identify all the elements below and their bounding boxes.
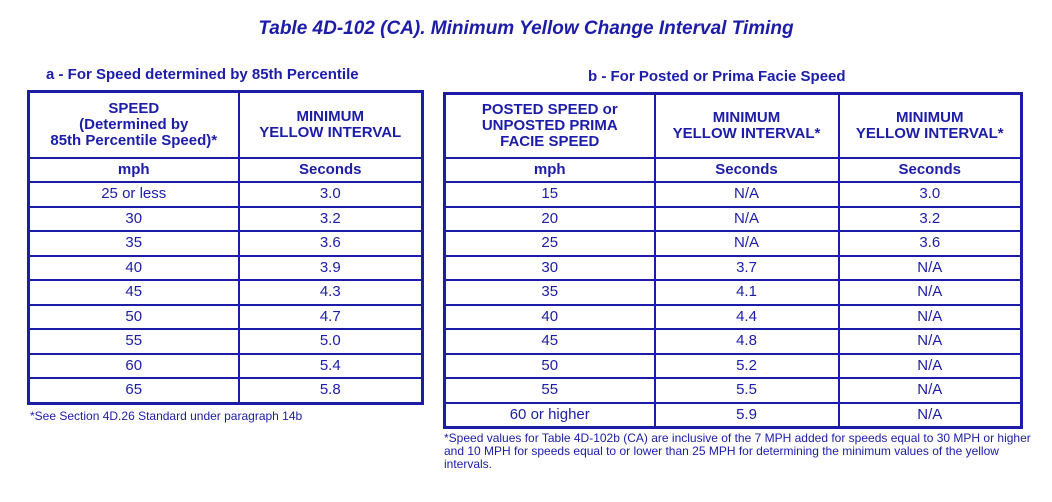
table-cell: 65: [27, 377, 240, 404]
table-row: 40 3.9: [27, 254, 424, 281]
table-row: 50 4.7: [27, 303, 424, 330]
table-cell: 15: [443, 181, 656, 208]
table-row: 60 5.4: [27, 352, 424, 379]
table-a-unit-seconds: Seconds: [237, 157, 424, 183]
table-row: 30 3.7 N/A: [443, 254, 1023, 281]
table-cell: N/A: [837, 377, 1023, 404]
table-cell: 5.5: [653, 377, 840, 404]
table-cell: N/A: [837, 352, 1023, 379]
table-cell: 20: [443, 205, 656, 232]
table-row: 35 4.1 N/A: [443, 279, 1023, 306]
table-cell: 30: [27, 205, 240, 232]
table-cell: 4.7: [237, 303, 424, 330]
table-cell: N/A: [653, 205, 840, 232]
table-cell: 40: [443, 303, 656, 330]
table-cell: 3.0: [237, 181, 424, 208]
table-a-body: 25 or less 3.0 30 3.2 35 3.6 40 3.9 45 4.3 50 4.7 55…: [27, 181, 424, 404]
table-b-unit-seconds-1: Seconds: [653, 157, 840, 183]
table-cell: 25 or less: [27, 181, 240, 208]
table-cell: 35: [27, 230, 240, 257]
table-cell: N/A: [837, 303, 1023, 330]
table-a-header-yellow: MINIMUM YELLOW INTERVAL: [237, 90, 424, 159]
table-row: 25 N/A 3.6: [443, 230, 1023, 257]
table-a-header-speed: SPEED (Determined by 85th Percentile Speed…: [27, 90, 240, 159]
table-row: 60 or higher 5.9 N/A: [443, 401, 1023, 429]
table-cell: 3.2: [237, 205, 424, 232]
table-row: 45 4.3: [27, 279, 424, 306]
table-cell: N/A: [653, 181, 840, 208]
table-a-subtitle: a - For Speed determined by 85th Percent…: [46, 66, 359, 83]
table-cell: 4.8: [653, 328, 840, 355]
table-row: 25 or less 3.0: [27, 181, 424, 208]
table-row: 15 N/A 3.0: [443, 181, 1023, 208]
table-cell: 3.6: [837, 230, 1023, 257]
table-cell: 3.0: [837, 181, 1023, 208]
table-cell: 45: [443, 328, 656, 355]
table-row: 40 4.4 N/A: [443, 303, 1023, 330]
table-b-body: 15 N/A 3.0 20 N/A 3.2 25 N/A 3.6 30 3.7 N/A 35 4.1 N/A…: [443, 181, 1023, 429]
table-a-note: *See Section 4D.26 Standard under paragr…: [30, 409, 303, 423]
table-row: 35 3.6: [27, 230, 424, 257]
table-cell: 60: [27, 352, 240, 379]
table-cell: 55: [443, 377, 656, 404]
table-cell: N/A: [837, 401, 1023, 429]
table-b-header-yellow-2: MINIMUM YELLOW INTERVAL*: [837, 92, 1023, 159]
table-row: 45 4.8 N/A: [443, 328, 1023, 355]
table-cell: N/A: [653, 230, 840, 257]
table-row: 30 3.2: [27, 205, 424, 232]
table-cell: 35: [443, 279, 656, 306]
table-row: 20 N/A 3.2: [443, 205, 1023, 232]
table-b-note: *Speed values for Table 4D-102b (CA) are…: [444, 431, 1031, 471]
table-cell: 50: [27, 303, 240, 330]
table-cell: 45: [27, 279, 240, 306]
table-cell: 4.3: [237, 279, 424, 306]
table-row: 65 5.8: [27, 377, 424, 404]
table-cell: 5.0: [237, 328, 424, 355]
table-cell: 55: [27, 328, 240, 355]
table-b: POSTED SPEED or UNPOSTED PRIMA FACIE SPEED…: [443, 92, 1023, 429]
table-cell: N/A: [837, 328, 1023, 355]
table-b-header-speed: POSTED SPEED or UNPOSTED PRIMA FACIE SPEED: [443, 92, 656, 159]
table-cell: 4.4: [653, 303, 840, 330]
table-cell: 30: [443, 254, 656, 281]
table-row: 55 5.5 N/A: [443, 377, 1023, 404]
table-row: 55 5.0: [27, 328, 424, 355]
table-cell: 40: [27, 254, 240, 281]
table-cell: 3.6: [237, 230, 424, 257]
table-cell: 50: [443, 352, 656, 379]
table-b-unit-seconds-2: Seconds: [837, 157, 1023, 183]
table-cell: N/A: [837, 279, 1023, 306]
table-cell: 3.7: [653, 254, 840, 281]
table-cell: N/A: [837, 254, 1023, 281]
table-cell: 5.2: [653, 352, 840, 379]
table-cell: 60 or higher: [443, 401, 656, 429]
table-cell: 5.4: [237, 352, 424, 379]
page-title: Table 4D-102 (CA). Minimum Yellow Change…: [258, 18, 794, 39]
table-cell: 5.9: [653, 401, 840, 429]
table-b-header-yellow-1: MINIMUM YELLOW INTERVAL*: [653, 92, 840, 159]
table-a-unit-mph: mph: [27, 157, 240, 183]
table-cell: 3.9: [237, 254, 424, 281]
table-a: SPEED (Determined by 85th Percentile Speed…: [27, 90, 424, 405]
table-b-unit-mph: mph: [443, 157, 656, 183]
table-cell: 3.2: [837, 205, 1023, 232]
table-cell: 5.8: [237, 377, 424, 404]
table-b-subtitle: b - For Posted or Prima Facie Speed: [588, 68, 846, 85]
table-cell: 25: [443, 230, 656, 257]
table-cell: 4.1: [653, 279, 840, 306]
table-row: 50 5.2 N/A: [443, 352, 1023, 379]
